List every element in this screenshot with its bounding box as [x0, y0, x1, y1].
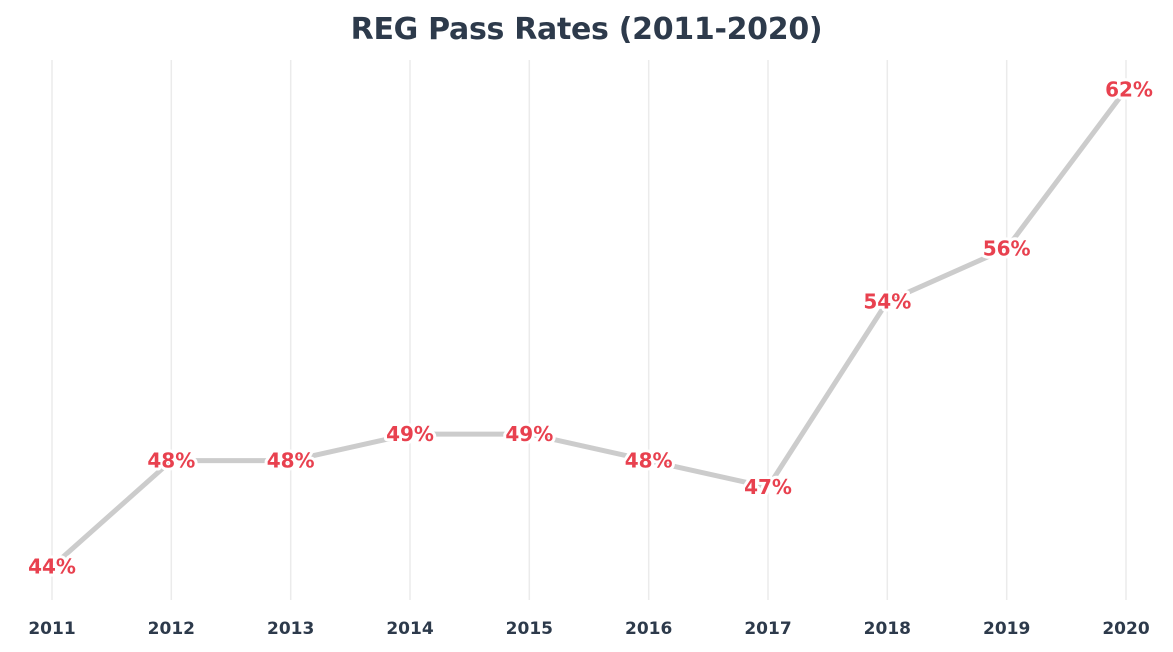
x-tick-label-2015: 2015 — [506, 619, 553, 639]
x-tick-label-2011: 2011 — [28, 619, 75, 639]
gridlines — [51, 60, 1127, 600]
data-label-2015: 49% — [505, 422, 553, 446]
data-label-halo-2014: 49% — [386, 422, 434, 446]
x-tick-label-2016: 2016 — [625, 619, 672, 639]
data-label-halo-2012: 48% — [147, 449, 195, 473]
data-label-halo-2018: 54% — [863, 289, 911, 313]
data-label-2012: 48% — [147, 449, 195, 473]
x-tick-label-2012: 2012 — [148, 619, 195, 639]
data-label-2018: 54% — [863, 289, 911, 313]
x-axis-ticks: 2011 2012 2013 2014 2015 2016 2017 2018 2019 2020 — [28, 619, 1149, 639]
data-label-2019: 56% — [983, 236, 1031, 260]
data-label-halo-2015: 49% — [505, 422, 553, 446]
data-label-2017: 47% — [744, 475, 792, 499]
data-label-2013: 48% — [267, 449, 315, 473]
data-label-halo-2020: 62% — [1105, 77, 1153, 101]
data-label-2020: 62% — [1105, 77, 1153, 101]
x-tick-label-2019: 2019 — [983, 619, 1030, 639]
data-label-halo-2016: 48% — [625, 449, 673, 473]
x-tick-label-2017: 2017 — [744, 619, 791, 639]
data-label-halo-2013: 48% — [267, 449, 315, 473]
x-tick-label-2018: 2018 — [864, 619, 911, 639]
data-label-2016: 48% — [625, 449, 673, 473]
series-line-layer — [49, 86, 1129, 570]
series-line — [49, 86, 1129, 570]
data-label-layer: 44%44%48%48% 48%48%49%49% 49%49%48%48%47%4… — [25, 74, 1156, 581]
data-label-halo-2011: 44% — [28, 555, 76, 579]
data-label-halo-2017: 47% — [744, 475, 792, 499]
chart-title: REG Pass Rates (2011-2020) — [350, 12, 823, 47]
data-label-2014: 49% — [386, 422, 434, 446]
x-tick-label-2020: 2020 — [1102, 619, 1149, 639]
x-tick-label-2013: 2013 — [267, 619, 314, 639]
x-tick-label-2014: 2014 — [386, 619, 433, 639]
data-label-halo-2019: 56% — [983, 236, 1031, 260]
data-label-2011: 44% — [28, 555, 76, 579]
